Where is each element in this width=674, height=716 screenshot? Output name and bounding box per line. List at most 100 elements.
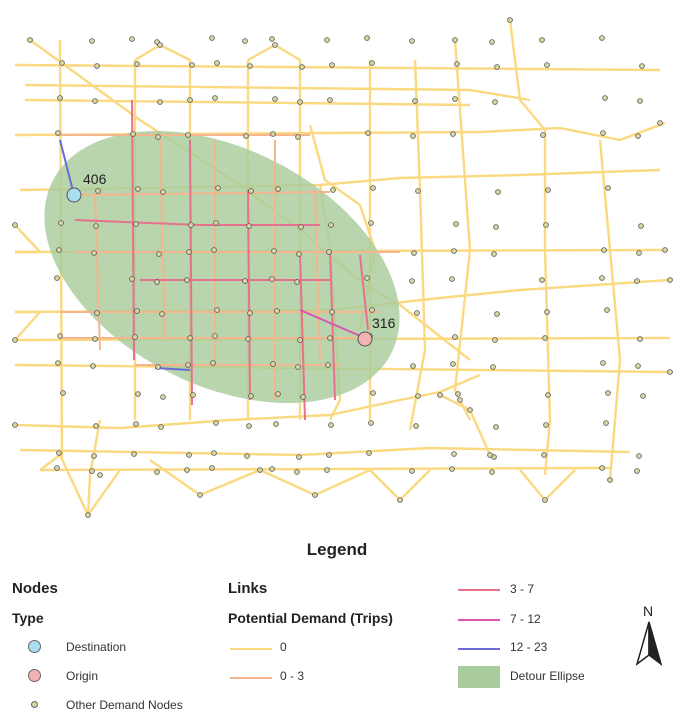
demand-node [133, 421, 139, 427]
demand-link-12-23 [59, 139, 75, 196]
demand-node [135, 391, 141, 397]
demand-node [154, 469, 160, 475]
demand-node [409, 278, 415, 284]
demand-node [507, 17, 513, 23]
demand-node [489, 39, 495, 45]
origin-node [357, 331, 373, 347]
demand-node [450, 131, 456, 137]
demand-node [329, 62, 335, 68]
demand-node [544, 62, 550, 68]
road-link [14, 373, 481, 430]
road-link [24, 83, 531, 102]
demand-node [131, 451, 137, 457]
demand-node [599, 465, 605, 471]
legend-range-0-3-label: 0 - 3 [280, 669, 305, 683]
demand-node [437, 392, 443, 398]
demand-node [97, 472, 103, 478]
demand-node [213, 420, 219, 426]
demand-node [27, 37, 33, 43]
demand-node [327, 335, 333, 341]
demand-node [214, 307, 220, 313]
demand-node [539, 277, 545, 283]
demand-node [155, 364, 161, 370]
demand-node [269, 276, 275, 282]
demand-node [157, 99, 163, 105]
demand-node [133, 221, 139, 227]
legend-links-heading: Links [228, 580, 268, 597]
demand-node [184, 277, 190, 283]
range-7-12-swatch [458, 619, 500, 621]
demand-node [605, 390, 611, 396]
legend-destination-label: Destination [66, 640, 127, 654]
road-link [86, 419, 102, 516]
demand-node [491, 251, 497, 257]
range-0-swatch [230, 648, 272, 650]
demand-node [157, 42, 163, 48]
demand-node [92, 336, 98, 342]
demand-node [94, 310, 100, 316]
demand-node [155, 134, 161, 140]
demand-node [370, 185, 376, 191]
demand-node [89, 38, 95, 44]
demand-node [329, 309, 335, 315]
demand-node [657, 120, 663, 126]
demand-node [411, 250, 417, 256]
demand-node [158, 424, 164, 430]
demand-link-3-7 [74, 219, 320, 226]
demand-node [640, 393, 646, 399]
demand-link-3-7 [189, 139, 193, 406]
demand-node [93, 223, 99, 229]
destination-node [66, 187, 82, 203]
road-link [14, 121, 666, 142]
demand-node [248, 188, 254, 194]
demand-node [209, 35, 215, 41]
demand-node [452, 334, 458, 340]
demand-node [544, 309, 550, 315]
demand-node [600, 130, 606, 136]
demand-node [542, 497, 548, 503]
demand-node [457, 397, 463, 403]
demand-link-0-3 [159, 139, 166, 341]
demand-node [397, 497, 403, 503]
demand-node [492, 337, 498, 343]
demand-node [215, 185, 221, 191]
demand-node [59, 60, 65, 66]
demand-node [452, 37, 458, 43]
demand-node [247, 310, 253, 316]
demand-node [638, 223, 644, 229]
demand-node [312, 492, 318, 498]
demand-node [455, 391, 461, 397]
demand-node [244, 453, 250, 459]
legend-title: Legend [306, 540, 368, 559]
demand-node [487, 452, 493, 458]
legend-range-12-23-label: 12 - 23 [510, 640, 548, 654]
demand-node [300, 394, 306, 400]
demand-node [91, 250, 97, 256]
road-link [14, 310, 42, 341]
range-12-23-swatch [458, 648, 500, 650]
legend-origin-label: Origin [66, 669, 99, 683]
demand-node [493, 224, 499, 230]
demand-node [212, 333, 218, 339]
demand-node [55, 130, 61, 136]
demand-node [90, 363, 96, 369]
demand-node [186, 452, 192, 458]
demand-node [328, 422, 334, 428]
demand-node [211, 247, 217, 253]
range-3-7-swatch [458, 589, 500, 591]
demand-node [160, 394, 166, 400]
demand-node [209, 465, 215, 471]
demand-node [248, 393, 254, 399]
demand-node [242, 38, 248, 44]
demand-node [453, 221, 459, 227]
demand-node [271, 248, 277, 254]
demand-node [635, 363, 641, 369]
demand-link-3-7 [131, 99, 135, 361]
demand-node [599, 35, 605, 41]
demand-node [189, 62, 195, 68]
destination-swatch [28, 640, 41, 653]
demand-node [94, 63, 100, 69]
demand-node [636, 250, 642, 256]
road-link [453, 39, 472, 421]
demand-node [634, 278, 640, 284]
